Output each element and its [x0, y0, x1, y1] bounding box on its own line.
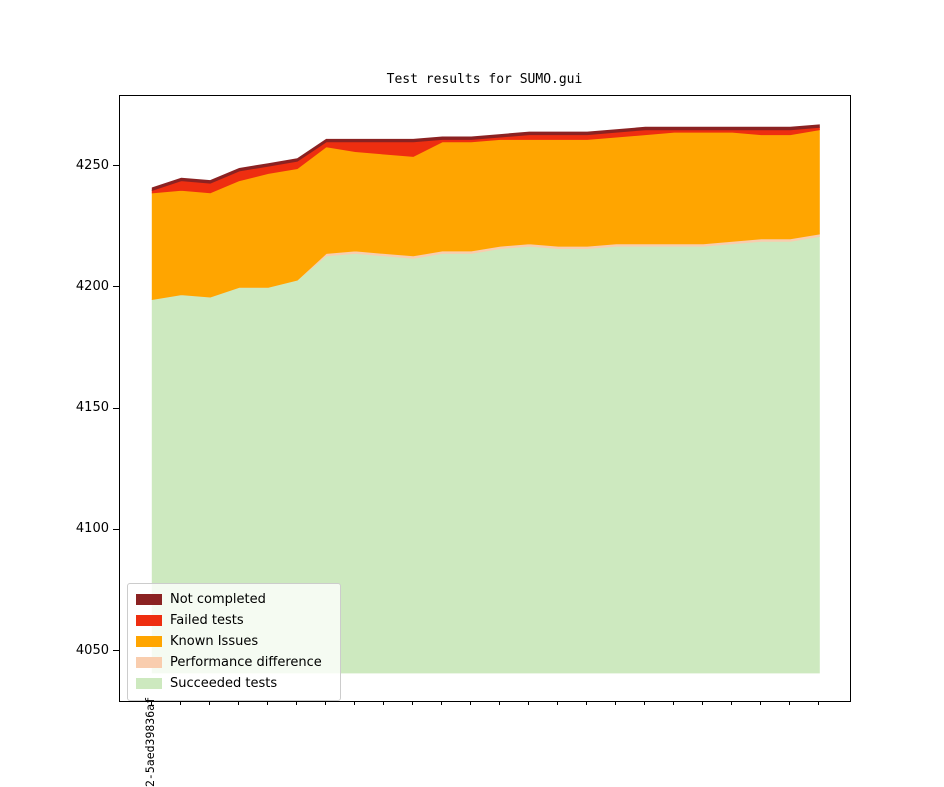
x-tick-mark [151, 701, 153, 705]
x-tick-mark [615, 701, 617, 705]
y-tick-label: 4150 [75, 400, 109, 416]
y-tick-label: 4250 [75, 157, 109, 173]
area-not-completed [151, 124, 820, 191]
legend-item: Succeeded tests [136, 673, 332, 694]
x-tick-mark [267, 701, 269, 705]
legend-item: Failed tests [136, 610, 332, 631]
y-tick-label: 4200 [75, 278, 109, 294]
x-tick-mark [731, 701, 733, 705]
x-tick-mark [702, 701, 704, 705]
legend-swatch-icon [136, 657, 162, 668]
x-tick-mark [354, 701, 356, 705]
legend-label: Failed tests [170, 613, 244, 628]
x-tick-mark [673, 701, 675, 705]
legend-label: Succeeded tests [170, 676, 278, 691]
legend-label: Known Issues [170, 634, 259, 649]
x-tick-mark [818, 701, 820, 705]
y-tick-mark [113, 650, 119, 651]
x-tick-mark [412, 701, 414, 705]
legend-label: Performance difference [170, 655, 322, 670]
legend-swatch-icon [136, 678, 162, 689]
x-tick-mark [557, 701, 559, 705]
legend-swatch-icon [136, 636, 162, 647]
y-tick-label: 4100 [75, 521, 109, 537]
x-tick-mark [789, 701, 791, 705]
stacked-area-plot [151, 124, 820, 674]
x-tick-mark [383, 701, 385, 705]
legend-swatch-icon [136, 615, 162, 626]
legend-item: Not completed [136, 589, 332, 610]
x-tick-mark [238, 701, 240, 705]
x-tick-mark [528, 701, 530, 705]
y-tick-mark [113, 528, 119, 530]
legend: Not completed Failed tests Known Issues Per… [127, 583, 341, 701]
y-tick-mark [113, 165, 119, 167]
plot-area: Not completed Failed tests Known Issues Per… [119, 95, 851, 702]
x-tick-mark [470, 701, 472, 705]
legend-item: Performance difference [136, 652, 332, 673]
y-tick-mark [113, 286, 119, 288]
x-tick-mark [760, 701, 762, 705]
x-tick-mark [325, 701, 327, 705]
x-tick-label: 2-5aed39836af [143, 696, 157, 787]
y-tick-label: 4050 [75, 642, 109, 658]
x-tick-mark [180, 701, 182, 705]
x-tick-mark [209, 701, 211, 705]
x-tick-mark [499, 701, 501, 705]
x-tick-mark [296, 701, 298, 705]
x-tick-mark [586, 701, 588, 705]
legend-swatch-icon [136, 594, 162, 605]
x-tick-mark [644, 701, 646, 705]
legend-label: Not completed [170, 592, 266, 607]
chart-title: Test results for SUMO.gui [386, 72, 583, 87]
x-tick-mark [441, 701, 443, 705]
y-tick-mark [113, 407, 119, 409]
legend-item: Known Issues [136, 631, 332, 652]
